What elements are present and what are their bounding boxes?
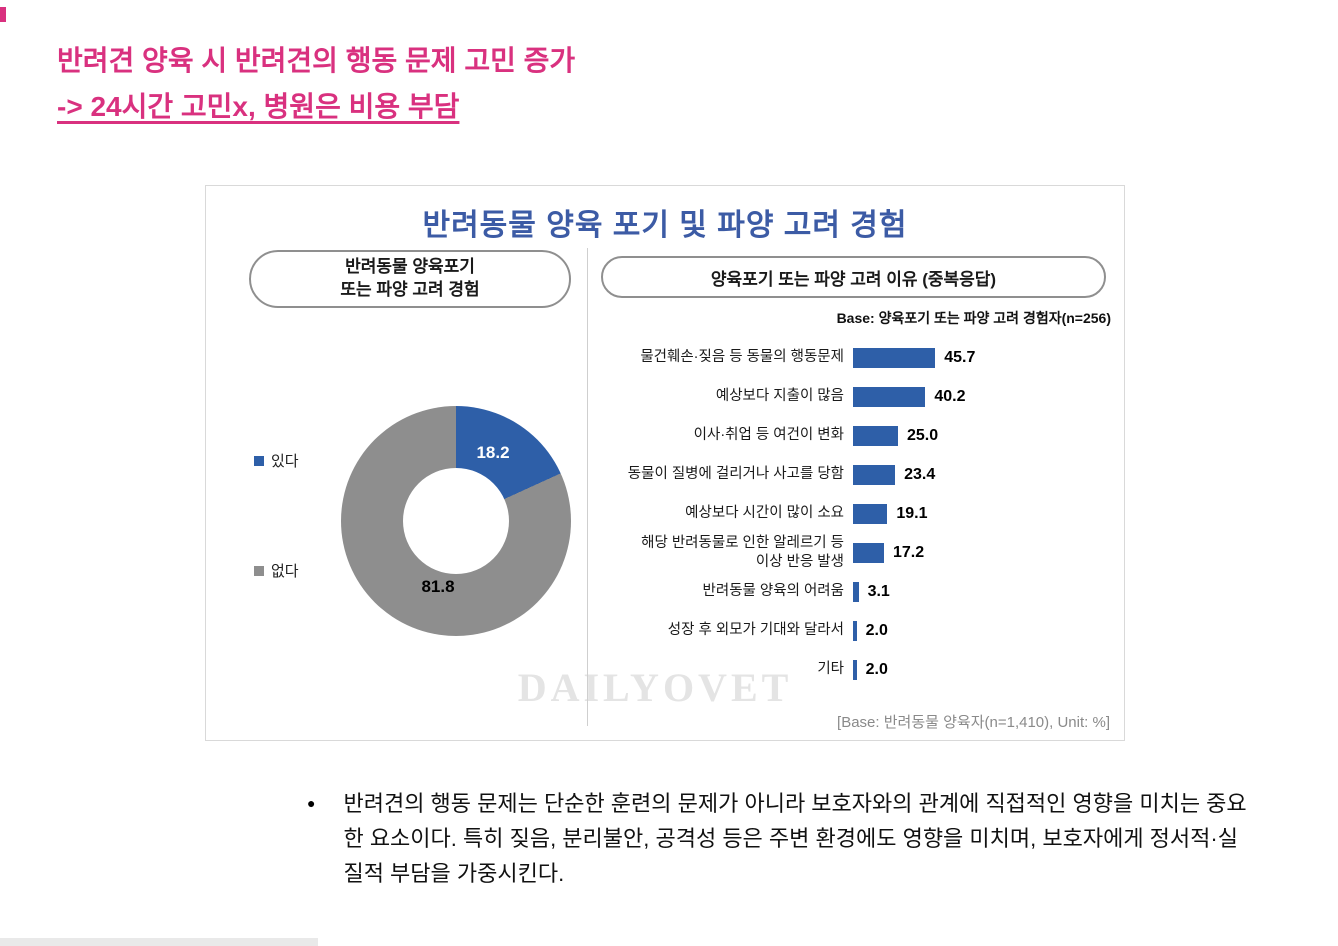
bar-segment: [853, 425, 898, 446]
chart-title: 반려동물 양육 포기 및 파양 고려 경험: [422, 209, 908, 242]
bar-value: 25.0: [907, 426, 939, 444]
bar-category-label: 예상보다 지출이 많음: [715, 388, 844, 405]
bar-value: 3.1: [867, 582, 890, 600]
bar-value: 45.7: [944, 348, 976, 366]
legend-label-no: 없다: [271, 563, 299, 580]
bar-row: 이사·취업 등 여건이 변화 25.0: [601, 416, 1115, 455]
clipped-content-artifact: [0, 7, 6, 22]
legend-swatch-blue-icon: [254, 455, 264, 466]
donut-panel: 반려동물 양육포기 또는 파양 고려 경험 있다 없다 18.2 81.8: [226, 246, 586, 732]
heading-line-1: 반려견 양육 시 반려견의 행동 문제 고민 증가: [57, 45, 576, 76]
bar-panel: 양육포기 또는 파양 고려 이유 (중복응답) Base: 양육포기 또는 파양…: [601, 246, 1115, 732]
bar-row: 반려동물 양육의 어려움 3.1: [601, 572, 1115, 611]
bar-segment: [853, 464, 896, 485]
panel-divider: [587, 248, 588, 726]
legend-label-yes: 있다: [271, 453, 299, 470]
page-edge-strip: [0, 938, 318, 946]
bar-category-label: 이사·취업 등 여건이 변화: [693, 427, 844, 444]
bar-row: 예상보다 시간이 많이 소요 19.1: [601, 494, 1115, 533]
donut-hole: [403, 468, 509, 574]
bar-rows: 물건훼손·짖음 등 동물의 행동문제 45.7 예상보다 지출이 많음 40.2 이사·…: [601, 338, 1115, 689]
bar-segment: [853, 386, 926, 407]
donut-value-no: 81.8: [421, 577, 455, 596]
bar-category-label: 물건훼손·짖음 등 동물의 행동문제: [640, 349, 844, 366]
bar-segment: [853, 542, 884, 563]
donut-panel-header: 반려동물 양육포기 또는 파양 고려 경험: [249, 250, 571, 308]
bar-category-label: 반려동물 양육의 어려움: [702, 583, 844, 600]
bar-row: 동물이 질병에 걸리거나 사고를 당함 23.4: [601, 455, 1115, 494]
donut-header-line-1: 반려동물 양육포기: [345, 257, 475, 277]
chart-footer-note: [Base: 반려동물 양육자(n=1,410), Unit: %]: [837, 714, 1110, 731]
bar-panel-header: 양육포기 또는 파양 고려 이유 (중복응답): [601, 256, 1106, 298]
bar-segment: [853, 581, 859, 602]
chart-card: DAILYOVET 반려동물 양육 포기 및 파양 고려 경험 반려동물 양육포…: [205, 185, 1125, 741]
bar-segment: [853, 347, 936, 368]
bar-row: 물건훼손·짖음 등 동물의 행동문제 45.7: [601, 338, 1115, 377]
base-note: Base: 양육포기 또는 파양 고려 경험자(n=256): [836, 310, 1111, 326]
bar-value: 2.0: [865, 621, 888, 639]
donut-value-yes: 18.2: [476, 443, 510, 462]
bar-row: 기타 2.0: [601, 650, 1115, 689]
document-heading: 반려견 양육 시 반려견의 행동 문제 고민 증가 -> 24시간 고민x, 병…: [57, 38, 575, 130]
bar-segment: [853, 620, 857, 641]
bullet-paragraph: ● 반려견의 행동 문제는 단순한 훈련의 문제가 아니라 보호자와의 관계에 …: [307, 786, 1247, 891]
bullet-text: 반려견의 행동 문제는 단순한 훈련의 문제가 아니라 보호자와의 관계에 직접…: [343, 791, 1247, 886]
bar-category-label: 동물이 질병에 걸리거나 사고를 당함: [627, 466, 844, 483]
bar-category-label: 기타: [817, 661, 844, 678]
bar-category-label: 성장 후 외모가 기대와 달라서: [667, 622, 844, 639]
bar-value: 2.0: [865, 660, 888, 678]
bar-value: 40.2: [934, 387, 966, 405]
bar-row: 성장 후 외모가 기대와 달라서 2.0: [601, 611, 1115, 650]
donut-header-line-2: 또는 파양 고려 경험: [340, 280, 480, 299]
legend-swatch-gray-icon: [254, 565, 264, 576]
watermark: DAILYOVET: [517, 665, 793, 710]
bar-segment: [853, 659, 857, 680]
bar-value: 17.2: [892, 543, 925, 561]
bar-segment: [853, 503, 888, 524]
bar-category-label: 예상보다 시간이 많이 소요: [685, 505, 844, 522]
bar-value: 23.4: [904, 465, 936, 483]
heading-line-2: -> 24시간 고민x, 병원은 비용 부담: [57, 91, 460, 122]
legend-item-yes: 있다: [254, 450, 299, 471]
donut-chart: 18.2 81.8: [341, 406, 571, 636]
bullet-marker-icon: ●: [307, 795, 316, 811]
bar-category-label: 해당 반려동물로 인한 알레르기 등 이상 반응 발생: [641, 534, 844, 570]
bar-row: 해당 반려동물로 인한 알레르기 등 이상 반응 발생 17.2: [601, 533, 1115, 572]
bar-row: 예상보다 지출이 많음 40.2: [601, 377, 1115, 416]
bar-value: 19.1: [896, 504, 928, 522]
legend-item-no: 없다: [254, 560, 299, 581]
